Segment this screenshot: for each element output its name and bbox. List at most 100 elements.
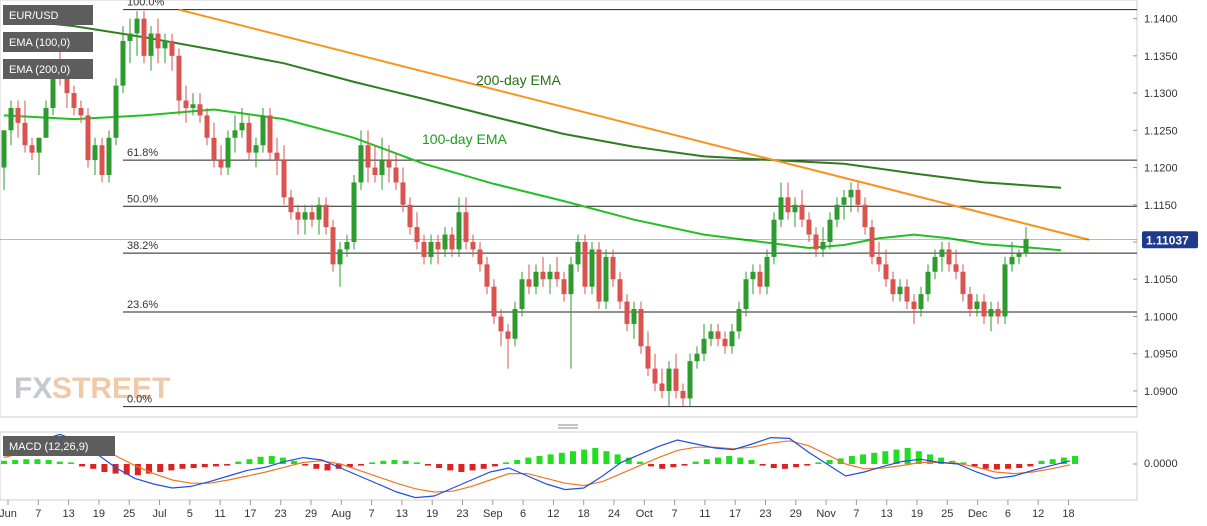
macd-histogram-bar-up bbox=[726, 456, 733, 464]
candle-body bbox=[498, 316, 504, 332]
macd-histogram-bar-up bbox=[547, 454, 554, 464]
macd-histogram-bar-down bbox=[480, 464, 487, 469]
macd-histogram-bar-down bbox=[993, 464, 1000, 470]
candle-body bbox=[932, 256, 938, 272]
candle-body bbox=[876, 256, 882, 265]
candle-body bbox=[442, 234, 448, 250]
x-tick-label: 7 bbox=[369, 508, 375, 520]
candle-body bbox=[939, 249, 945, 257]
candle-up bbox=[820, 227, 826, 257]
candle-body bbox=[64, 78, 70, 94]
candle-up bbox=[260, 107, 266, 153]
macd-histogram-bar-up bbox=[34, 459, 41, 464]
candle-down bbox=[799, 189, 805, 228]
x-tick-label: 17 bbox=[729, 508, 741, 520]
x-tick-label: 17 bbox=[244, 508, 256, 520]
candle-down bbox=[155, 18, 161, 64]
candle-body bbox=[330, 227, 336, 265]
y-tick-label: 1.1350 bbox=[1144, 51, 1178, 63]
macd-histogram-bar-up bbox=[369, 462, 376, 464]
candle-down bbox=[246, 115, 252, 161]
candle-body bbox=[568, 264, 574, 295]
candle-body bbox=[302, 212, 308, 220]
candle-up bbox=[358, 130, 364, 190]
x-tick-label: Jul bbox=[152, 508, 166, 520]
candle-up bbox=[743, 271, 749, 317]
candle-down bbox=[806, 212, 812, 243]
candle-body bbox=[456, 212, 462, 250]
candle-body bbox=[246, 122, 252, 153]
candle-body bbox=[155, 33, 161, 49]
candle-down bbox=[330, 219, 336, 272]
x-tick-label: 6 bbox=[520, 508, 526, 520]
candle-body bbox=[344, 242, 350, 250]
macd-histogram-bar-up bbox=[514, 460, 521, 464]
legend-symbol[interactable]: EUR/USD bbox=[3, 5, 93, 25]
current-price-value: 1.11037 bbox=[1146, 233, 1189, 247]
candle-body bbox=[729, 331, 735, 347]
candle-body bbox=[477, 249, 483, 265]
y-tick-label: 1.1050 bbox=[1144, 274, 1178, 286]
candle-down bbox=[295, 204, 301, 235]
macd-histogram-bar-up bbox=[536, 456, 543, 464]
candle-body bbox=[253, 145, 259, 153]
candle-up bbox=[442, 227, 448, 257]
candle-up bbox=[988, 301, 994, 332]
macd-signal-line bbox=[3, 440, 1071, 493]
candle-up bbox=[148, 26, 154, 71]
candle-up bbox=[232, 115, 238, 153]
candle-up bbox=[918, 286, 924, 317]
macd-histogram-bar-down bbox=[770, 464, 777, 468]
macd-histogram-bar-down bbox=[101, 464, 108, 472]
candle-body bbox=[323, 204, 329, 228]
candle-body bbox=[624, 301, 630, 324]
candle-body bbox=[260, 115, 266, 146]
legend-macd[interactable]: MACD (12,26,9) bbox=[3, 436, 115, 456]
candle-body bbox=[960, 271, 966, 295]
candle-body bbox=[99, 145, 105, 175]
macd-histogram-bar-up bbox=[882, 451, 889, 464]
candle-up bbox=[302, 204, 308, 235]
candle-down bbox=[372, 145, 378, 183]
macd-histogram-bar-down bbox=[804, 464, 811, 466]
candle-down bbox=[715, 323, 721, 347]
candle-body bbox=[400, 182, 406, 205]
candle-body bbox=[589, 249, 595, 287]
macd-histogram-bar-up bbox=[893, 449, 900, 464]
macd-histogram-bar-up bbox=[592, 448, 599, 464]
candle-body bbox=[435, 242, 441, 250]
candle-up bbox=[1002, 256, 1008, 324]
candle-down bbox=[862, 197, 868, 235]
candle-body bbox=[946, 249, 952, 265]
macd-histogram-bar-up bbox=[402, 460, 409, 464]
macd-histogram-bar-up bbox=[1, 460, 7, 464]
pane-splitter-handle[interactable] bbox=[558, 424, 578, 429]
macd-histogram-bar-up bbox=[503, 462, 510, 464]
macd-histogram-bar-down bbox=[168, 464, 175, 471]
candle-up bbox=[134, 11, 140, 56]
x-tick-label: 25 bbox=[941, 508, 953, 520]
macd-histogram-bar-up bbox=[380, 460, 387, 464]
legend-ema200[interactable]: EMA (200,0) bbox=[3, 59, 93, 79]
candle-up bbox=[932, 249, 938, 280]
candle-down bbox=[449, 227, 455, 257]
x-tick-label: 29 bbox=[305, 508, 317, 520]
candle-body bbox=[1002, 264, 1008, 317]
candle-down bbox=[85, 107, 91, 168]
legend-ema200-label: EMA (200,0) bbox=[9, 64, 70, 76]
candle-up bbox=[1009, 242, 1015, 272]
x-tick-label: 18 bbox=[1062, 508, 1074, 520]
macd-histogram-bar-up bbox=[1038, 460, 1045, 464]
candle-up bbox=[337, 242, 343, 287]
x-tick-label: 12 bbox=[1032, 508, 1044, 520]
legend-ema100[interactable]: EMA (100,0) bbox=[3, 32, 93, 52]
candle-body bbox=[449, 234, 455, 250]
candle-body bbox=[218, 160, 224, 168]
candle-up bbox=[778, 182, 784, 228]
candle-body bbox=[22, 122, 28, 146]
candle-up bbox=[666, 361, 672, 406]
candle-body bbox=[764, 256, 770, 287]
candle-body bbox=[736, 309, 742, 332]
macd-histogram-bar-up bbox=[279, 457, 286, 464]
